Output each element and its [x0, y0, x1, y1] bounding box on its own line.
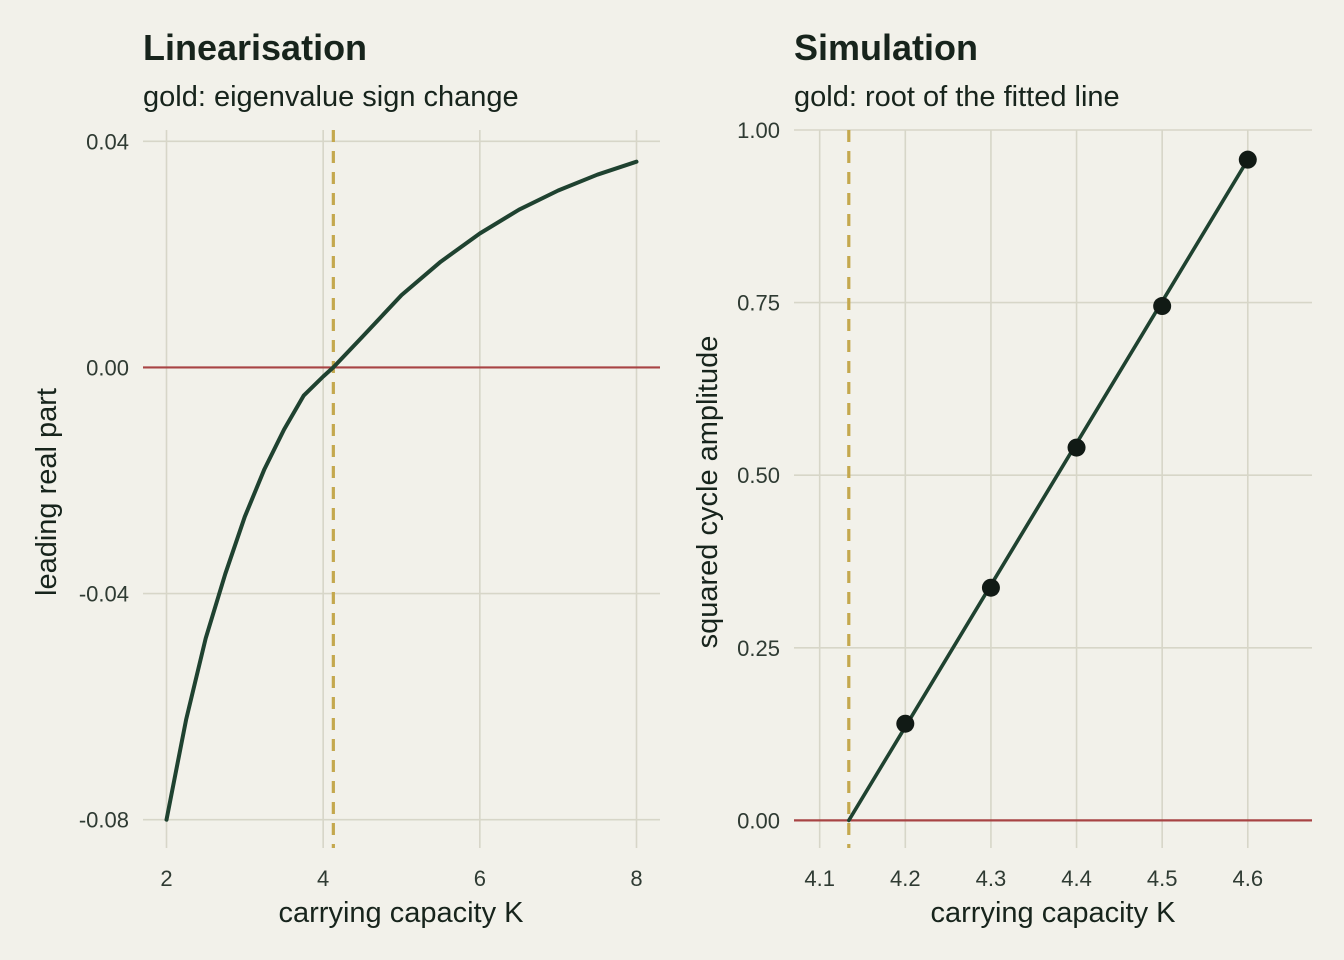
simulation-y-axis-title: squared cycle amplitude	[692, 336, 724, 649]
linearisation-series-line	[164, 159, 639, 822]
simulation-tick-labels: 4.1 4.2 4.3 4.4 4.5 4.6 0.00 0.25 0.50 0.75 1.00	[737, 118, 1263, 891]
linearisation-title: Linearisation	[143, 27, 367, 68]
linearisation-y-tick-label: -0.04	[79, 582, 129, 607]
simulation-y-tick-label: 0.00	[737, 808, 780, 833]
linearisation-x-tick-label: 4	[317, 866, 329, 891]
simulation-x-tick-label: 4.2	[890, 866, 921, 891]
linearisation-subtitle: gold: eigenvalue sign change	[143, 81, 519, 113]
simulation-x-tick-label: 4.1	[804, 866, 835, 891]
simulation-y-tick-label: 0.50	[737, 463, 780, 488]
linearisation-x-tick-label: 2	[160, 866, 172, 891]
simulation-data-point	[1067, 438, 1086, 457]
simulation-y-tick-label: 1.00	[737, 118, 780, 143]
simulation-title: Simulation	[794, 27, 978, 68]
simulation-x-tick-label: 4.5	[1147, 866, 1178, 891]
linearisation-panel: Linearisation gold: eigenvalue sign chan…	[31, 27, 660, 929]
simulation-data-point	[981, 578, 1000, 597]
linearisation-x-tick-label: 8	[630, 866, 642, 891]
simulation-fitted-line	[847, 157, 1250, 823]
simulation-data-point	[1238, 150, 1257, 169]
linearisation-y-tick-label: 0.04	[86, 129, 129, 154]
linearisation-x-axis-title: carrying capacity K	[279, 897, 525, 929]
linearisation-x-tick-label: 6	[474, 866, 486, 891]
simulation-subtitle: gold: root of the fitted line	[794, 81, 1120, 113]
linearisation-y-tick-label: -0.08	[79, 808, 129, 833]
linearisation-y-axis-title: leading real part	[31, 388, 63, 596]
simulation-data-point	[1153, 297, 1172, 316]
simulation-x-axis-title: carrying capacity K	[931, 897, 1177, 929]
simulation-x-tick-label: 4.3	[976, 866, 1007, 891]
simulation-data-point	[896, 714, 915, 733]
simulation-y-tick-label: 0.25	[737, 636, 780, 661]
simulation-y-tick-label: 0.75	[737, 291, 780, 316]
linearisation-tick-labels: 2 4 6 8 -0.08 -0.04 0.00 0.04	[79, 129, 643, 891]
linearisation-y-tick-label: 0.00	[86, 355, 129, 380]
simulation-x-tick-label: 4.6	[1232, 866, 1263, 891]
simulation-panel: Simulation gold: root of the fitted line…	[692, 27, 1312, 929]
linearisation-marks	[143, 130, 660, 848]
simulation-marks	[794, 130, 1312, 848]
simulation-x-tick-label: 4.4	[1061, 866, 1092, 891]
